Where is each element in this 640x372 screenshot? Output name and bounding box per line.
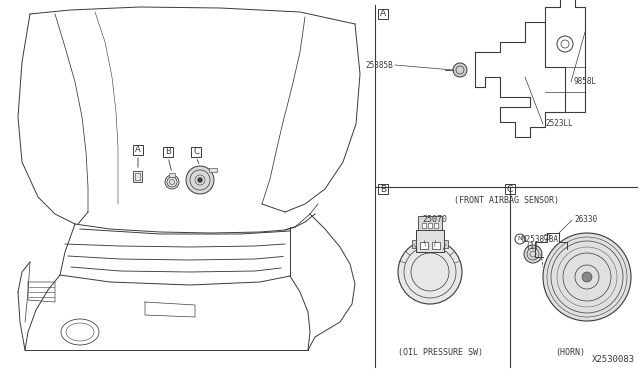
Circle shape: [524, 245, 542, 263]
Text: 25070: 25070: [422, 215, 447, 224]
Bar: [169, 173, 175, 177]
Text: 25385B: 25385B: [365, 61, 393, 70]
Text: B: B: [380, 185, 386, 193]
Text: (HORN): (HORN): [555, 347, 585, 356]
Circle shape: [186, 166, 214, 194]
Bar: [505, 184, 515, 194]
Bar: [428, 223, 432, 228]
Text: A: A: [380, 10, 386, 19]
Bar: [422, 223, 426, 228]
Bar: [133, 145, 143, 155]
Bar: [444, 240, 448, 248]
Bar: [434, 223, 438, 228]
Text: 2523LL: 2523LL: [545, 119, 573, 128]
Text: B: B: [165, 148, 171, 157]
Circle shape: [398, 240, 462, 304]
Text: C: C: [193, 148, 199, 157]
Text: 9858L: 9858L: [573, 77, 596, 87]
Text: N: N: [518, 237, 522, 241]
Bar: [432, 242, 440, 249]
Bar: [420, 242, 428, 249]
Circle shape: [543, 233, 631, 321]
Text: (FRONT AIRBAG SENSOR): (FRONT AIRBAG SENSOR): [454, 196, 559, 205]
Circle shape: [582, 272, 592, 282]
Text: X2530083: X2530083: [592, 355, 635, 364]
Bar: [163, 147, 173, 157]
Text: 26330: 26330: [574, 215, 597, 224]
Circle shape: [198, 178, 202, 182]
Text: (1): (1): [525, 241, 539, 250]
Bar: [378, 184, 388, 194]
Bar: [416, 230, 444, 252]
Bar: [133, 171, 142, 182]
Circle shape: [453, 63, 467, 77]
Bar: [412, 240, 416, 248]
Text: (OIL PRESSURE SW): (OIL PRESSURE SW): [397, 347, 483, 356]
Bar: [191, 147, 201, 157]
Bar: [418, 216, 442, 230]
Circle shape: [165, 175, 179, 189]
Bar: [378, 9, 388, 19]
Text: N25387BA: N25387BA: [521, 234, 558, 244]
Bar: [135, 173, 140, 180]
Bar: [209, 168, 217, 172]
Text: A: A: [135, 145, 141, 154]
Text: C: C: [507, 185, 513, 193]
